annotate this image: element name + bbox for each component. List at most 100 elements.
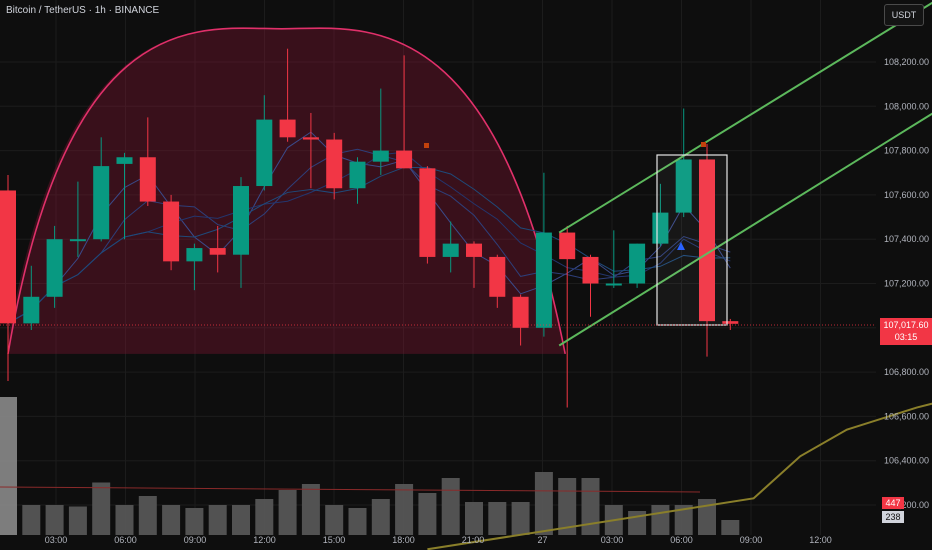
candle-body: [349, 161, 366, 189]
volume-bar: [301, 484, 320, 535]
volume-bar: [534, 472, 553, 535]
x-tick-label: 06:00: [114, 535, 137, 545]
ma-line: [7, 148, 731, 324]
volume-bar: [162, 505, 181, 535]
candle-body: [535, 232, 552, 328]
candle-body: [302, 137, 319, 140]
y-tick-label: 108,000.00: [884, 101, 929, 111]
candle-body: [419, 168, 436, 257]
arc-fill: [8, 28, 566, 354]
x-tick-label: 21:00: [462, 535, 485, 545]
candle-body: [396, 150, 413, 169]
x-tick-label: 03:00: [45, 535, 68, 545]
y-tick-label: 107,800.00: [884, 146, 929, 156]
x-tick-label: 09:00: [740, 535, 763, 545]
candle-body: [0, 190, 16, 324]
volume-bar: [278, 490, 297, 535]
x-tick-label: 12:00: [809, 535, 832, 545]
x-tick-label: 06:00: [670, 535, 693, 545]
y-tick-label: 107,400.00: [884, 234, 929, 244]
volume-tag-447: 447: [882, 497, 904, 509]
volume-tag-238: 238: [882, 511, 904, 523]
x-tick-label: 15:00: [323, 535, 346, 545]
volume-bar: [185, 508, 204, 535]
arc-curve: [7, 27, 566, 355]
candle-body: [629, 243, 646, 284]
triangle-marker: [677, 242, 685, 250]
signal-marker: [701, 142, 706, 147]
volume-ma-line: [0, 486, 701, 493]
volume-bar: [674, 505, 693, 535]
volume-bar: [698, 499, 716, 535]
volume-bar: [418, 493, 437, 535]
volume-bar: [465, 502, 483, 535]
channel-line: [558, 112, 932, 347]
signal-marker: [424, 143, 429, 148]
volume-bar: [45, 505, 64, 535]
volume-bar: [558, 478, 577, 535]
candle-body: [139, 157, 156, 202]
volume-bar: [208, 505, 227, 535]
volume-bar: [651, 505, 670, 535]
y-tick-label: 106,800.00: [884, 367, 929, 377]
y-tick-label: 107,600.00: [884, 190, 929, 200]
candle-body: [23, 296, 40, 324]
chart-title: Bitcoin / TetherUS · 1h · BINANCE: [6, 5, 160, 16]
candle-body: [209, 248, 226, 255]
volume-bar: [232, 505, 250, 535]
candle-body: [163, 201, 180, 262]
volume-bar: [371, 499, 390, 535]
candle-body: [559, 232, 576, 260]
candle-body: [442, 243, 459, 257]
volume-bar: [0, 397, 17, 535]
candle-body: [116, 157, 133, 164]
last-price-value: 107,017.60: [883, 320, 929, 330]
channel-line: [558, 1, 932, 234]
selection-box: [656, 154, 728, 326]
volume-bar: [441, 478, 460, 535]
volume-bar: [325, 505, 344, 535]
y-tick-label: 106,200.00: [884, 500, 929, 510]
candle-body: [326, 139, 343, 189]
candle-body: [256, 119, 273, 187]
x-tick-label: 09:00: [184, 535, 207, 545]
ma-line: [7, 131, 731, 324]
volume-bar: [348, 508, 367, 535]
candle-body: [69, 239, 86, 242]
volume-bar: [581, 478, 600, 535]
x-tick-label: 12:00: [253, 535, 276, 545]
candle-body: [46, 239, 63, 297]
candle-body: [186, 248, 203, 262]
x-tick-label: 18:00: [392, 535, 415, 545]
y-tick-label: 106,600.00: [884, 411, 929, 421]
candle-body: [489, 256, 506, 297]
volume-bar: [68, 506, 87, 535]
candle-body: [722, 321, 739, 324]
ma-slow-line: [427, 402, 932, 550]
candle-body: [605, 283, 622, 286]
volume-bar: [255, 499, 274, 535]
candle-body: [279, 119, 296, 138]
x-tick-label: 27: [537, 535, 547, 545]
candle-body: [372, 150, 389, 162]
candle-body: [512, 296, 529, 328]
candle-body: [582, 256, 599, 284]
volume-bar: [92, 482, 111, 535]
candle-body: [699, 159, 715, 322]
x-tick-label: 03:00: [601, 535, 624, 545]
candle-body: [93, 166, 110, 240]
y-tick-label: 106,400.00: [884, 456, 929, 466]
volume-bar: [488, 502, 507, 535]
volume-bar: [511, 502, 530, 535]
volume-bar: [721, 520, 740, 535]
volume-bar: [395, 484, 414, 535]
candle-body: [466, 243, 482, 257]
volume-bar: [22, 505, 41, 535]
volume-bar: [115, 505, 134, 535]
currency-selector[interactable]: USDT: [884, 4, 924, 26]
candle-body: [675, 159, 692, 213]
y-tick-label: 108,200.00: [884, 57, 929, 67]
bar-countdown: 03:15: [894, 332, 918, 342]
ma-line: [7, 166, 731, 324]
